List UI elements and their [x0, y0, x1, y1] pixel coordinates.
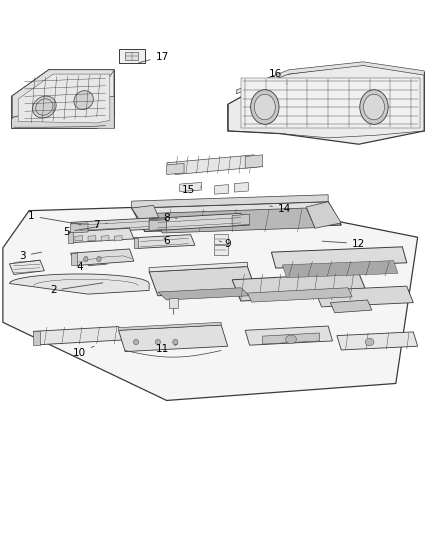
- Polygon shape: [33, 327, 125, 345]
- Polygon shape: [149, 266, 256, 296]
- Text: 9: 9: [219, 239, 231, 248]
- Text: 5: 5: [63, 227, 99, 237]
- Polygon shape: [134, 238, 138, 248]
- Polygon shape: [169, 298, 177, 308]
- Text: 15: 15: [182, 185, 201, 196]
- Text: 8: 8: [163, 213, 177, 223]
- Polygon shape: [33, 332, 40, 345]
- Ellipse shape: [32, 96, 56, 118]
- Text: 17: 17: [139, 52, 169, 63]
- Polygon shape: [132, 201, 341, 231]
- Polygon shape: [68, 232, 73, 243]
- Ellipse shape: [97, 256, 101, 262]
- Polygon shape: [68, 228, 134, 243]
- Polygon shape: [132, 195, 328, 208]
- Ellipse shape: [173, 340, 178, 345]
- Polygon shape: [247, 288, 352, 302]
- Polygon shape: [119, 322, 221, 330]
- Polygon shape: [149, 262, 247, 272]
- Polygon shape: [114, 236, 122, 241]
- Polygon shape: [71, 249, 134, 265]
- Polygon shape: [166, 164, 184, 174]
- Polygon shape: [149, 219, 166, 229]
- Polygon shape: [18, 74, 110, 123]
- Polygon shape: [12, 96, 114, 128]
- Polygon shape: [306, 201, 341, 228]
- Polygon shape: [237, 62, 424, 94]
- Polygon shape: [153, 208, 315, 233]
- Polygon shape: [12, 70, 114, 118]
- Polygon shape: [214, 234, 228, 244]
- Text: 3: 3: [19, 251, 42, 261]
- Polygon shape: [10, 274, 149, 294]
- Text: 14: 14: [270, 204, 291, 214]
- Polygon shape: [149, 213, 250, 230]
- Polygon shape: [330, 300, 372, 313]
- Polygon shape: [283, 261, 398, 278]
- Polygon shape: [71, 223, 88, 233]
- Polygon shape: [88, 236, 96, 241]
- Ellipse shape: [286, 335, 297, 344]
- Ellipse shape: [364, 94, 385, 120]
- Polygon shape: [245, 326, 332, 345]
- Polygon shape: [134, 235, 195, 248]
- Text: 2: 2: [50, 283, 103, 295]
- Polygon shape: [132, 205, 162, 228]
- Ellipse shape: [84, 256, 88, 262]
- Polygon shape: [337, 332, 418, 350]
- Polygon shape: [10, 260, 44, 274]
- Polygon shape: [101, 236, 109, 241]
- Text: 10: 10: [73, 346, 94, 358]
- Polygon shape: [272, 247, 407, 268]
- Polygon shape: [232, 214, 250, 225]
- Polygon shape: [75, 236, 83, 241]
- Ellipse shape: [74, 91, 93, 110]
- Text: 4: 4: [76, 262, 107, 271]
- Polygon shape: [71, 217, 166, 233]
- Text: 7: 7: [93, 220, 107, 230]
- Polygon shape: [215, 184, 229, 194]
- Polygon shape: [241, 78, 420, 128]
- Polygon shape: [125, 52, 138, 60]
- Text: 12: 12: [322, 239, 365, 248]
- Polygon shape: [180, 182, 201, 191]
- Text: 6: 6: [163, 236, 170, 246]
- Polygon shape: [232, 273, 367, 301]
- Polygon shape: [245, 155, 263, 168]
- Text: 11: 11: [155, 344, 177, 354]
- Text: 16: 16: [269, 69, 287, 84]
- Polygon shape: [214, 245, 228, 255]
- Polygon shape: [158, 288, 250, 300]
- Ellipse shape: [155, 340, 160, 345]
- Ellipse shape: [365, 338, 374, 346]
- Polygon shape: [119, 49, 145, 63]
- Ellipse shape: [254, 94, 276, 120]
- Polygon shape: [315, 286, 413, 307]
- Ellipse shape: [134, 340, 139, 345]
- Polygon shape: [71, 253, 77, 265]
- Polygon shape: [149, 220, 166, 230]
- Ellipse shape: [251, 90, 279, 124]
- Polygon shape: [166, 155, 263, 174]
- Ellipse shape: [360, 90, 388, 124]
- Polygon shape: [263, 333, 319, 344]
- Polygon shape: [228, 64, 424, 144]
- Polygon shape: [234, 182, 248, 192]
- Polygon shape: [119, 325, 228, 352]
- Text: 1: 1: [28, 211, 81, 224]
- Polygon shape: [3, 204, 418, 400]
- Polygon shape: [12, 70, 114, 128]
